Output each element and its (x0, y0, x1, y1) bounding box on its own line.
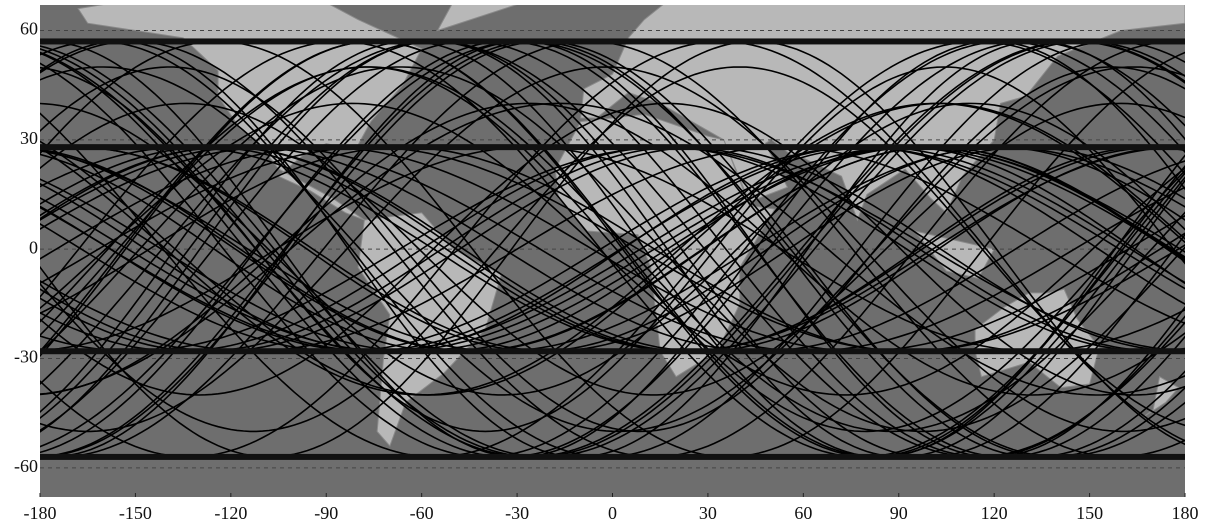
track-band (40, 144, 1185, 150)
x-tick-label: -30 (505, 503, 529, 523)
x-tick-label: 60 (794, 503, 812, 523)
y-tick-label: -30 (14, 347, 38, 367)
x-tick-label: 30 (699, 503, 717, 523)
x-tick-label: 90 (890, 503, 908, 523)
track-band (40, 348, 1185, 354)
y-tick-label: -60 (14, 456, 38, 476)
track-band (40, 38, 1185, 44)
x-tick-label: 120 (981, 503, 1008, 523)
x-tick-label: 150 (1076, 503, 1103, 523)
x-tick-label: -60 (410, 503, 434, 523)
x-tick-label: -180 (24, 503, 57, 523)
x-tick-label: -90 (314, 503, 338, 523)
x-tick-label: 0 (608, 503, 617, 523)
y-tick-label: 0 (29, 237, 38, 257)
y-tick-label: 30 (20, 128, 38, 148)
y-tick-label: 60 (20, 19, 38, 39)
track-band (40, 454, 1185, 460)
map-figure: 60 30 0 -30 -60 -180 -150 -120 -90 -60 -30 0 30 60 90 1… (0, 0, 1210, 527)
x-tick-label: 180 (1172, 503, 1199, 523)
x-tick-label: -120 (214, 503, 247, 523)
x-tick-label: -150 (119, 503, 152, 523)
